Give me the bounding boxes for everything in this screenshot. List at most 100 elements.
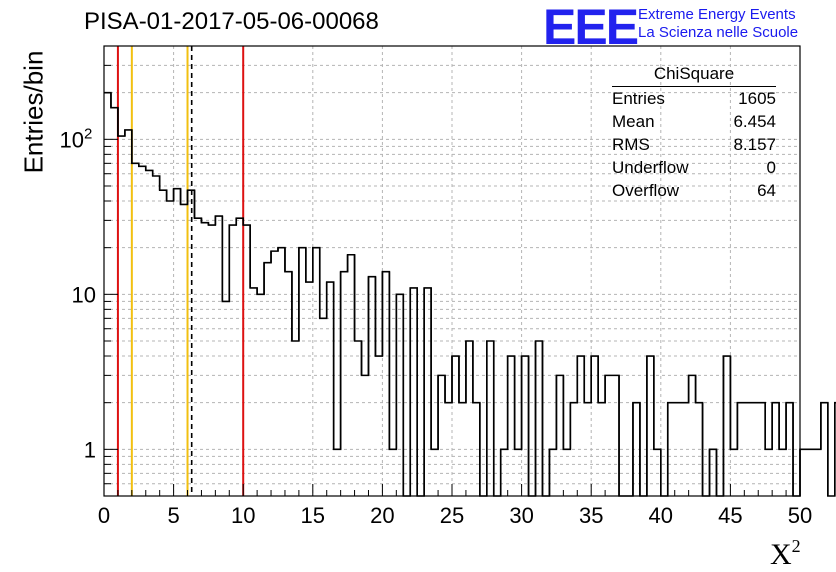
- histogram-bin: [111, 108, 118, 496]
- histogram-bin: [348, 255, 355, 496]
- chart-title: PISA-01-2017-05-06-00068: [84, 8, 379, 35]
- stats-title: ChiSquare: [612, 64, 776, 87]
- histogram-bin: [278, 248, 285, 496]
- y-tick-label: 10: [72, 282, 96, 307]
- stats-row-rms: RMS 8.157: [612, 135, 776, 154]
- x-tick-label: 50: [788, 503, 812, 528]
- histogram-bin: [285, 272, 292, 496]
- histogram-bin: [132, 163, 139, 496]
- x-tick-label: 5: [167, 503, 179, 528]
- histogram-bin: [570, 403, 577, 496]
- histogram-bin: [536, 341, 543, 496]
- histogram-bin: [515, 449, 522, 496]
- histogram-bin: [821, 403, 828, 496]
- histogram-bin: [814, 449, 821, 496]
- histogram-bin: [355, 341, 362, 496]
- histogram-bin: [160, 190, 167, 496]
- histogram-bin: [549, 449, 556, 496]
- x-tick-label: 25: [440, 503, 464, 528]
- histogram-bin: [682, 403, 689, 496]
- histogram-bin: [327, 282, 334, 496]
- histogram-bin: [118, 136, 125, 496]
- x-tick-label: 20: [370, 503, 394, 528]
- x-tick-label: 30: [509, 503, 533, 528]
- histogram-bin: [257, 294, 264, 496]
- logo-line-2: La Scienza nelle Scuole: [638, 24, 799, 41]
- histogram-bin: [772, 403, 779, 496]
- x-tick-label: 40: [649, 503, 673, 528]
- histogram-bin: [431, 449, 438, 496]
- histogram-bin: [807, 449, 814, 496]
- histogram-bin: [647, 356, 654, 496]
- histogram-bin: [633, 403, 640, 496]
- stats-row-entries: Entries 1605: [612, 89, 776, 108]
- histogram-bin: [556, 375, 563, 496]
- histogram-bin: [382, 272, 389, 496]
- histogram-bin: [201, 223, 208, 496]
- y-axis-label: Entries/bin: [18, 50, 49, 174]
- histogram-bin: [744, 403, 751, 496]
- stats-row-mean: Mean 6.454: [612, 112, 776, 131]
- histogram-bin: [396, 294, 403, 496]
- y-tick-label: 10: [60, 127, 84, 152]
- histogram-bin: [167, 201, 174, 496]
- histogram-bin: [598, 403, 605, 496]
- histogram-bin: [501, 449, 508, 496]
- x-axis-label: X2: [770, 536, 801, 571]
- histogram-bin: [174, 189, 181, 496]
- histogram-bin: [605, 375, 612, 496]
- histogram-bin: [410, 288, 417, 496]
- histogram-bin: [577, 356, 584, 496]
- histogram-bin: [146, 170, 153, 496]
- histogram-bin: [320, 318, 327, 496]
- histogram-bin: [758, 403, 765, 496]
- histogram-bin: [473, 403, 480, 496]
- histogram-bin: [459, 403, 466, 496]
- histogram-bin: [751, 403, 758, 496]
- histogram-bin: [208, 225, 215, 496]
- histogram-bin: [487, 341, 494, 496]
- histogram-bin: [306, 282, 313, 496]
- histogram-bin: [313, 248, 320, 496]
- histogram-bin: [563, 449, 570, 496]
- y-tick-label-exponent: 2: [84, 125, 92, 142]
- x-tick-label: 10: [231, 503, 255, 528]
- stats-row-underflow: Underflow 0: [612, 158, 776, 177]
- x-tick-label: 35: [579, 503, 603, 528]
- histogram-bin: [236, 218, 243, 496]
- histogram-bin: [723, 356, 730, 496]
- histogram-bin: [424, 288, 431, 496]
- x-tick-label: 15: [301, 503, 325, 528]
- histogram-bin: [710, 449, 717, 496]
- eee-logo: EEE: [543, 0, 639, 55]
- histogram-bin: [299, 248, 306, 496]
- histogram-bin: [438, 375, 445, 496]
- histogram-bin: [522, 356, 529, 496]
- histogram-bin: [584, 403, 591, 496]
- histogram-bin: [389, 449, 396, 496]
- stats-row-overflow: Overflow 64: [612, 181, 776, 200]
- histogram-bin: [271, 251, 278, 496]
- histogram-bin: [668, 403, 675, 496]
- histogram-bin: [264, 263, 271, 496]
- histogram-bin: [181, 204, 188, 496]
- histogram-bin: [612, 375, 619, 496]
- histogram-bin: [334, 449, 341, 496]
- histogram-bin: [222, 301, 229, 496]
- y-tick-label: 1: [84, 437, 96, 462]
- histogram-bin: [188, 190, 195, 496]
- x-tick-label: 0: [98, 503, 110, 528]
- stats-box: ChiSquare Entries 1605 Mean 6.454 RMS 8.157…: [612, 64, 776, 202]
- histogram-bin: [243, 225, 250, 496]
- histogram-bin: [689, 375, 696, 496]
- histogram-bin: [375, 356, 382, 496]
- x-tick-label: 45: [718, 503, 742, 528]
- histogram-bin: [779, 449, 786, 496]
- histogram-bin: [730, 449, 737, 496]
- histogram-bin: [368, 277, 375, 496]
- histogram-bin: [452, 356, 459, 496]
- histogram-bin: [139, 166, 146, 496]
- histogram-bin: [250, 288, 257, 496]
- histogram-bin: [229, 225, 236, 496]
